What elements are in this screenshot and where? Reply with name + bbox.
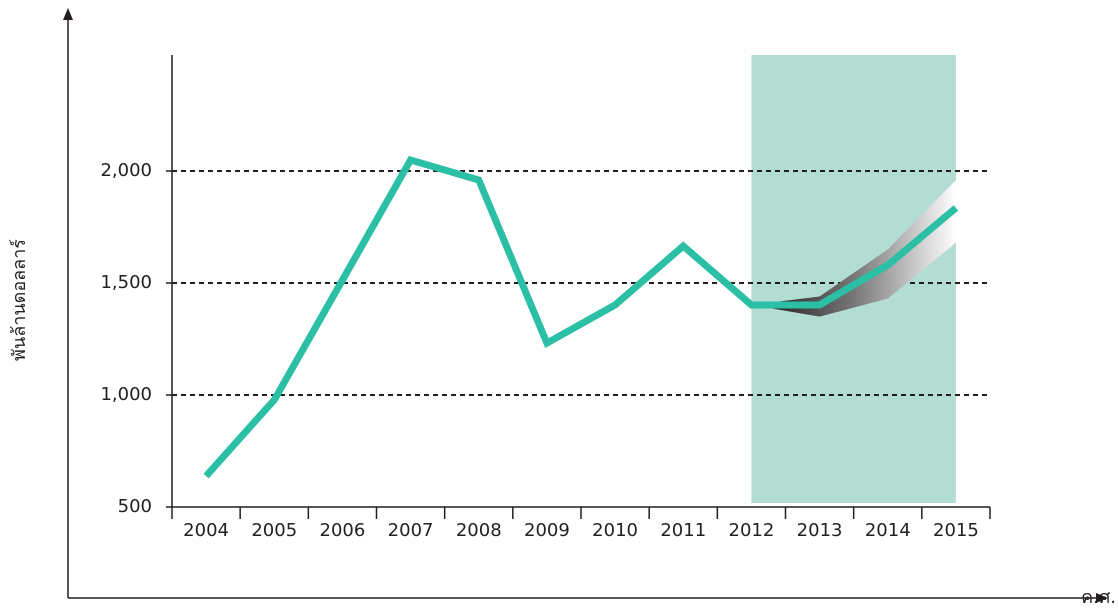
forecast-range bbox=[751, 179, 956, 317]
arrow-head bbox=[63, 8, 73, 20]
x-tick-label: 2009 bbox=[524, 520, 570, 541]
x-tick-label: 2008 bbox=[456, 520, 502, 541]
y-axis-label: พันล้านดอลลาร์ bbox=[9, 239, 30, 361]
x-tick-label: 2015 bbox=[933, 520, 979, 541]
arrow-head bbox=[1096, 593, 1108, 603]
x-axis-label: ค.ศ. bbox=[1081, 587, 1116, 608]
x-tick-label: 2010 bbox=[592, 520, 638, 541]
y-tick-label: 1,500 bbox=[100, 272, 152, 293]
x-tick-label: 2011 bbox=[660, 520, 706, 541]
data-line bbox=[203, 155, 959, 479]
x-tick-label: 2004 bbox=[183, 520, 229, 541]
x-tick-label: 2013 bbox=[797, 520, 843, 541]
x-tick-label: 2005 bbox=[251, 520, 297, 541]
x-tick-label: 2014 bbox=[865, 520, 911, 541]
y-tick-label: 1,000 bbox=[100, 384, 152, 405]
y-tick-label: 500 bbox=[118, 496, 152, 517]
y-tick-label: 2,000 bbox=[100, 160, 152, 181]
x-tick-label: 2012 bbox=[729, 520, 775, 541]
x-tick-label: 2006 bbox=[320, 520, 366, 541]
x-tick-label: 2007 bbox=[388, 520, 434, 541]
